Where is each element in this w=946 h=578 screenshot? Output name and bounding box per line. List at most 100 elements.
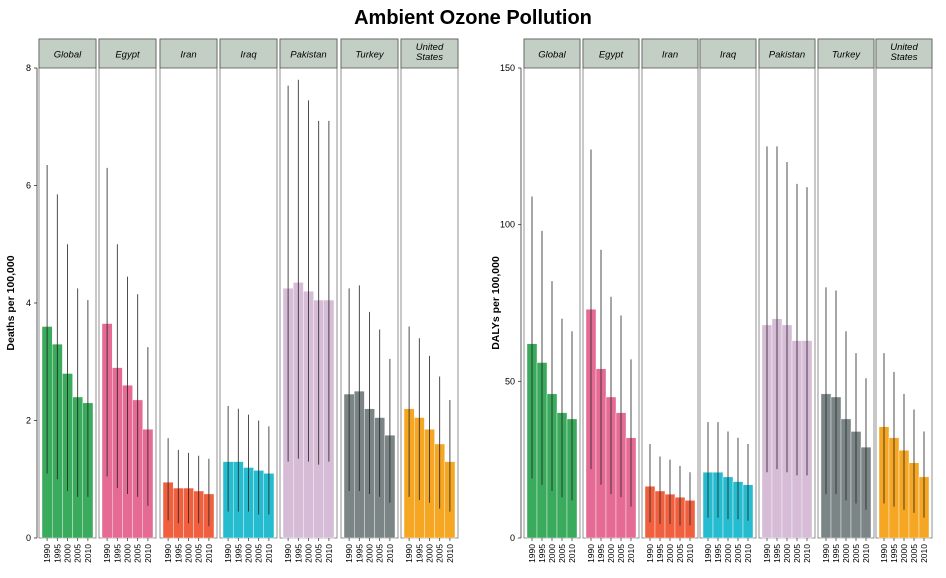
x-tick-label: 2000	[547, 544, 557, 563]
facet-strip	[279, 38, 338, 69]
x-tick-label: 2000	[899, 544, 909, 563]
x-tick-label: 2000	[425, 544, 435, 563]
x-tick-label: 2005	[133, 544, 143, 563]
facet-egypt: Egypt 1990 1995 2000 2005 2010	[98, 38, 157, 563]
x-tick-label: 2010	[919, 544, 929, 563]
x-tick-label: 2000	[841, 544, 851, 563]
facet-strip-label: Iran	[180, 50, 196, 61]
y-axis-label: DALYs per 100,000	[490, 256, 502, 350]
facet-turkey: Turkey 1990 1995 2000 2005 2010	[817, 38, 875, 563]
x-tick-label: 2005	[194, 544, 204, 563]
x-tick-label: 2010	[626, 544, 636, 563]
facet-strip-label: Egypt	[115, 50, 140, 61]
facet-global: Global 1990 1995 2000 2005 2010	[38, 38, 97, 563]
facet-strip-label: Global	[538, 50, 566, 61]
facet-strip-label: Pakistan	[290, 50, 326, 61]
facet-strip-label: United	[890, 42, 918, 53]
x-tick-label: 1990	[821, 544, 831, 563]
x-tick-label: 2005	[792, 544, 802, 563]
facet-strip-label: Egypt	[599, 50, 624, 61]
x-tick-label: 2010	[567, 544, 577, 563]
facet-global: Global 1990 1995 2000 2005 2010	[523, 38, 581, 563]
x-tick-label: 1990	[527, 544, 537, 563]
facet-strip-label: Turkey	[832, 50, 862, 61]
x-tick-label: 1995	[233, 544, 243, 563]
x-tick-label: 2000	[606, 544, 616, 563]
facet-strip-label: Iraq	[240, 50, 257, 61]
x-tick-label: 2010	[83, 544, 93, 563]
x-tick-label: 2000	[244, 544, 254, 563]
facet-strip-label: Pakistan	[769, 50, 805, 61]
facet-strip	[817, 38, 875, 69]
facet-pakistan: Pakistan 1990 1995 2000 2005 2010	[279, 38, 338, 563]
y-tick-label: 0	[510, 533, 515, 543]
x-tick-label: 2005	[254, 544, 264, 563]
facet-strip-label: Iraq	[720, 50, 737, 61]
x-tick-label: 1990	[163, 544, 173, 563]
facet-strip-label: States	[416, 52, 443, 63]
facet-strip	[159, 38, 218, 69]
facet-strip-label: Iran	[662, 50, 678, 61]
y-tick-label: 2	[26, 416, 31, 426]
y-tick-label: 6	[26, 181, 31, 191]
x-tick-label: 2010	[264, 544, 274, 563]
x-tick-label: 2005	[73, 544, 83, 563]
x-tick-label: 2005	[675, 544, 685, 563]
x-tick-label: 1995	[173, 544, 183, 563]
x-tick-label: 2005	[557, 544, 567, 563]
y-tick-label: 4	[26, 298, 31, 308]
x-tick-label: 1995	[713, 544, 723, 563]
facet-strip	[758, 38, 816, 69]
x-tick-label: 2005	[909, 544, 919, 563]
x-tick-label: 2010	[743, 544, 753, 563]
x-tick-label: 2005	[616, 544, 626, 563]
x-tick-label: 2000	[782, 544, 792, 563]
x-tick-label: 1995	[889, 544, 899, 563]
x-tick-label: 1995	[596, 544, 606, 563]
x-tick-label: 2010	[685, 544, 695, 563]
facet-strip	[699, 38, 757, 69]
x-tick-label: 1990	[42, 544, 52, 563]
x-tick-label: 2010	[143, 544, 153, 563]
x-tick-label: 2010	[385, 544, 395, 563]
x-tick-label: 1990	[344, 544, 354, 563]
x-tick-label: 1995	[655, 544, 665, 563]
facet-strip	[219, 38, 278, 69]
facet-iraq: Iraq 1990 1995 2000 2005 2010	[699, 38, 757, 563]
facet-turkey: Turkey 1990 1995 2000 2005 2010	[340, 38, 399, 563]
x-tick-label: 1995	[772, 544, 782, 563]
facet-iran: Iran 1990 1995 2000 2005 2010	[641, 38, 699, 563]
x-tick-label: 1990	[102, 544, 112, 563]
facet-pakistan: Pakistan 1990 1995 2000 2005 2010	[758, 38, 816, 563]
x-tick-label: 1995	[293, 544, 303, 563]
facet-egypt: Egypt 1990 1995 2000 2005 2010	[582, 38, 640, 563]
x-tick-label: 1990	[223, 544, 233, 563]
x-tick-label: 2005	[314, 544, 324, 563]
y-tick-label: 50	[505, 376, 515, 386]
facet-frame	[641, 38, 699, 539]
facet-strip	[875, 38, 933, 69]
x-tick-label: 1995	[112, 544, 122, 563]
facet-iraq: Iraq 1990 1995 2000 2005 2010	[219, 38, 278, 563]
facet-strip	[98, 38, 157, 69]
x-tick-label: 1995	[537, 544, 547, 563]
x-tick-label: 1990	[645, 544, 655, 563]
x-tick-label: 2010	[861, 544, 871, 563]
facet-strip	[582, 38, 640, 69]
facet-strip	[400, 38, 459, 69]
y-axis-label: Deaths per 100,000	[5, 255, 17, 350]
x-tick-label: 1990	[586, 544, 596, 563]
x-tick-label: 2000	[63, 544, 73, 563]
x-tick-label: 2000	[304, 544, 314, 563]
x-tick-label: 1990	[404, 544, 414, 563]
x-tick-label: 2005	[733, 544, 743, 563]
x-tick-label: 2010	[204, 544, 214, 563]
facet-strip	[523, 38, 581, 69]
x-tick-label: 2000	[123, 544, 133, 563]
chart-title: Ambient Ozone Pollution	[354, 7, 592, 29]
